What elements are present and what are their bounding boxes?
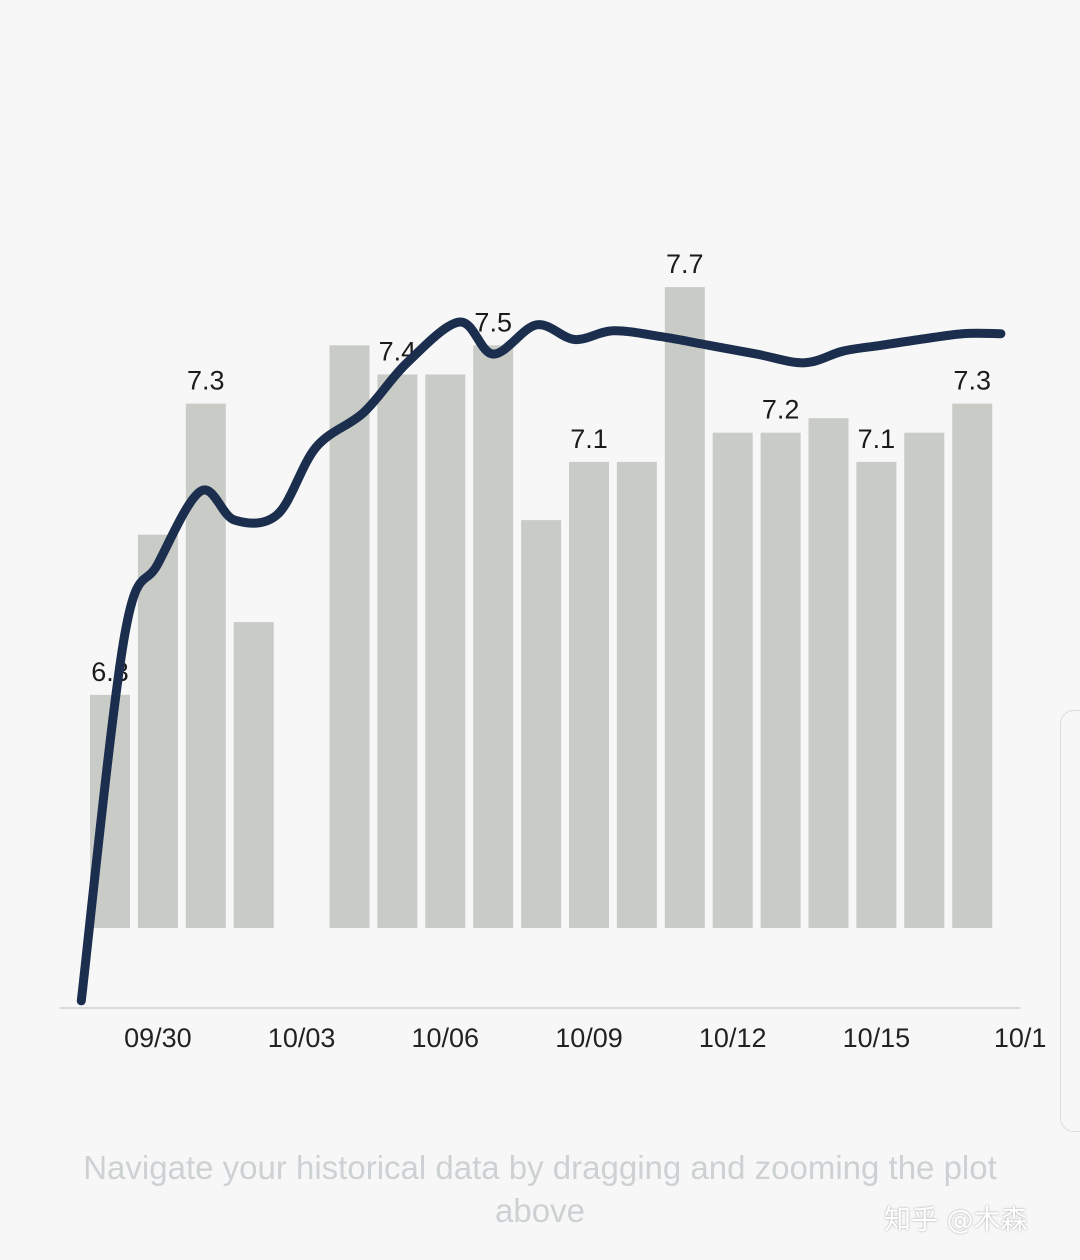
data-label: 7.3 — [953, 366, 991, 396]
bar-10-07[interactable] — [473, 345, 514, 928]
navigation-hint: Navigate your historical data by draggin… — [83, 1149, 997, 1229]
x-tick-label: 10/03 — [268, 1023, 336, 1053]
x-tick-label: 10/06 — [412, 1023, 480, 1053]
trend-line — [76, 317, 1006, 1006]
bars-layer — [90, 287, 993, 929]
bar-10-17[interactable] — [952, 403, 993, 929]
bar-10-06[interactable] — [425, 374, 466, 929]
data-label: 7.3 — [187, 366, 225, 396]
data-label: 7.1 — [858, 424, 896, 454]
bar-10-01[interactable] — [185, 403, 226, 929]
bar-10-08[interactable] — [521, 520, 562, 928]
bar-10-11[interactable] — [664, 287, 705, 929]
bar-10-04[interactable] — [329, 345, 370, 928]
data-label: 7.5 — [474, 307, 512, 337]
watermark: 知乎 @木森 — [884, 1205, 1028, 1236]
x-tick-label: 10/15 — [843, 1023, 911, 1053]
data-label: 7.1 — [570, 424, 608, 454]
bar-10-02[interactable] — [233, 622, 274, 928]
bar-10-15[interactable] — [856, 461, 897, 928]
bar-10-10[interactable] — [616, 461, 657, 928]
x-tick-label: 09/30 — [124, 1023, 192, 1053]
data-labels-layer: 6.37.37.47.57.17.77.27.17.3 — [91, 249, 991, 687]
chart-plot[interactable]: 6.37.37.47.57.17.77.27.17.3 09/30 10/03 10… — [0, 0, 1080, 1110]
bar-10-12[interactable] — [712, 432, 753, 928]
x-tick-label: 10/12 — [699, 1023, 767, 1053]
bar-10-13[interactable] — [760, 432, 801, 928]
x-axis-ticks: 09/30 10/03 10/06 10/09 10/12 10/15 10/1 — [124, 1023, 1046, 1053]
bar-10-16[interactable] — [904, 432, 945, 928]
bar-10-09[interactable] — [569, 461, 609, 928]
scroll-handle[interactable] — [1060, 710, 1080, 1132]
bar-10-05[interactable] — [377, 374, 418, 929]
bar-10-14[interactable] — [808, 418, 849, 928]
x-tick-label: 10/1 — [994, 1023, 1047, 1053]
data-label: 7.7 — [666, 249, 704, 279]
bar-09-30[interactable] — [137, 534, 178, 928]
data-label: 7.2 — [762, 395, 800, 425]
x-tick-label: 10/09 — [555, 1023, 623, 1053]
